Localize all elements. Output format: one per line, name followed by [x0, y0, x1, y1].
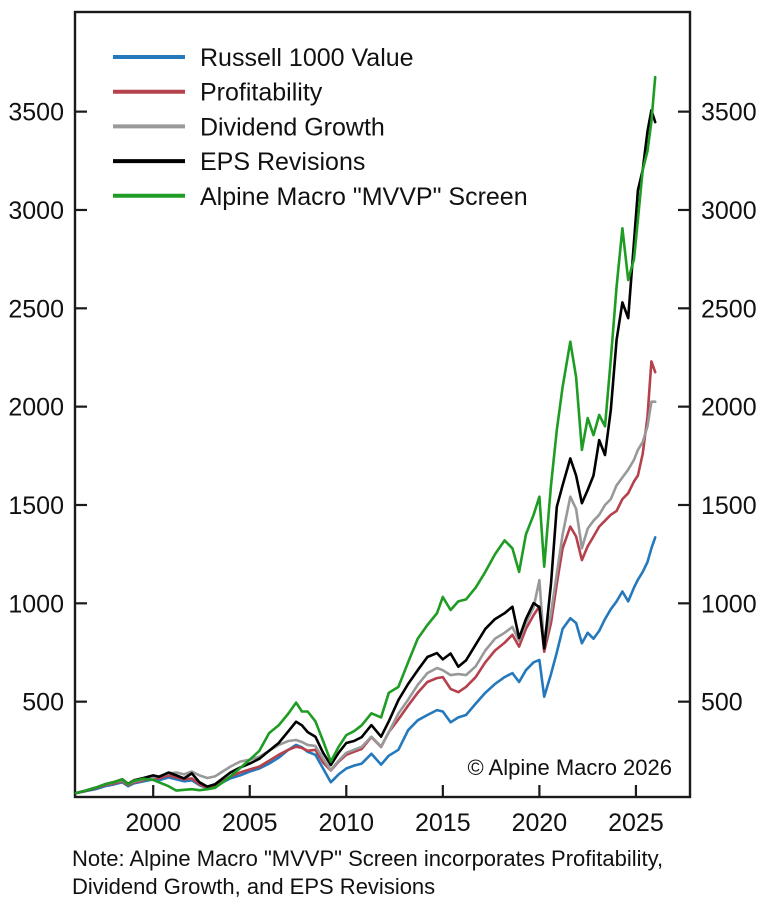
- x-tick-label: 2020: [512, 809, 568, 837]
- y-tick-label-left: 3000: [8, 197, 64, 225]
- series-line-dividend-growth: [74, 400, 657, 795]
- y-tick-label-left: 3500: [8, 99, 64, 127]
- y-tick-label-left: 1000: [8, 590, 64, 618]
- x-tick-label: 2010: [318, 809, 374, 837]
- y-tick-label-left: 500: [22, 689, 64, 717]
- legend-label: Dividend Growth: [200, 113, 385, 141]
- x-tick-label: 2000: [125, 809, 181, 837]
- y-tick-label-left: 2000: [8, 394, 64, 422]
- y-tick-label-right: 2500: [701, 295, 757, 323]
- legend-label: Alpine Macro "MVVP" Screen: [200, 183, 528, 211]
- legend-label: Russell 1000 Value: [200, 44, 414, 72]
- legend: Russell 1000 Value Profitability Dividend …: [113, 44, 528, 211]
- y-tick-label-right: 1000: [701, 590, 757, 618]
- y-tick-label-right: 2000: [701, 394, 757, 422]
- series-line-russell-1000-value: [74, 536, 657, 795]
- legend-label: EPS Revisions: [200, 148, 365, 176]
- x-tick-label: 2015: [415, 809, 471, 837]
- y-tick-label-left: 2500: [8, 295, 64, 323]
- y-tick-label-right: 3000: [701, 197, 757, 225]
- y-tick-label-left: 1500: [8, 492, 64, 520]
- series-lines: [74, 75, 657, 795]
- axis-tick-labels: 500 500 1000 1000 1500 1500 2000 2000 2500 2500 30…: [8, 99, 756, 837]
- x-tick-label: 2005: [222, 809, 278, 837]
- plot-frame: [73, 10, 692, 799]
- series-line-alpine-macro-mvvp-screen: [74, 75, 657, 795]
- note-line-2: Dividend Growth, and EPS Revisions: [72, 874, 435, 899]
- y-tick-label-right: 3500: [701, 99, 757, 127]
- note-line-1: Note: Alpine Macro "MVVP" Screen incorpo…: [72, 846, 663, 871]
- series-line-eps-revisions: [74, 109, 657, 795]
- axis-ticks: [75, 110, 690, 797]
- legend-label: Profitability: [200, 79, 323, 107]
- y-tick-label-right: 500: [701, 689, 743, 717]
- y-tick-label-right: 1500: [701, 492, 757, 520]
- copyright-text: © Alpine Macro 2026: [467, 755, 672, 780]
- x-tick-label: 2025: [608, 809, 664, 837]
